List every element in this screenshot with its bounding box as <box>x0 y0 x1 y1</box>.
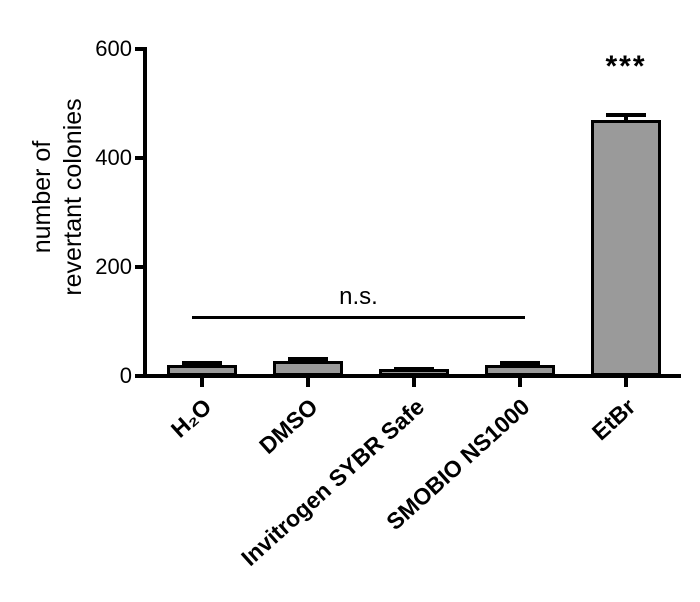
y-axis-title-line1: number of <box>28 140 56 254</box>
x-category-label: Invitrogen SYBR Safe <box>235 393 429 571</box>
x-category-label: DMSO <box>254 393 323 459</box>
significance-stars: *** <box>605 50 647 83</box>
x-category-label: H₂O <box>166 393 217 443</box>
error-bar-cap <box>394 367 434 372</box>
y-axis-title-line2: revertant colonies <box>59 98 87 296</box>
error-bar-stem <box>200 360 204 370</box>
y-tick-label: 600 <box>95 36 132 61</box>
x-tick-mark <box>624 378 628 387</box>
x-tick-mark <box>306 378 310 387</box>
y-tick-label: 400 <box>95 145 132 170</box>
y-tick-mark <box>135 47 144 51</box>
y-axis <box>143 47 147 378</box>
ns-label: n.s. <box>339 283 378 311</box>
error-bar-cap <box>182 360 222 365</box>
y-tick-mark <box>135 374 144 378</box>
bar <box>273 360 343 376</box>
y-tick-mark <box>135 265 144 269</box>
y-axis-title: number of revertant colonies <box>27 42 89 352</box>
x-tick-mark <box>412 378 416 387</box>
x-category-label: EtBr <box>587 393 641 446</box>
error-bar-cap <box>500 360 540 365</box>
y-tick-mark <box>135 156 144 160</box>
x-tick-mark <box>518 378 522 387</box>
bar <box>485 365 555 376</box>
error-bar-stem <box>624 113 628 124</box>
x-tick-mark <box>200 378 204 387</box>
error-bar-cap <box>288 357 328 362</box>
x-axis <box>143 374 681 378</box>
bar <box>591 119 661 376</box>
bar <box>379 369 449 376</box>
ns-bracket-line <box>192 316 525 320</box>
y-tick-label: 0 <box>119 363 132 388</box>
bar <box>167 365 237 376</box>
error-bar-cap <box>606 113 646 118</box>
error-bar-stem <box>518 360 522 370</box>
y-tick-label: 200 <box>95 254 132 279</box>
